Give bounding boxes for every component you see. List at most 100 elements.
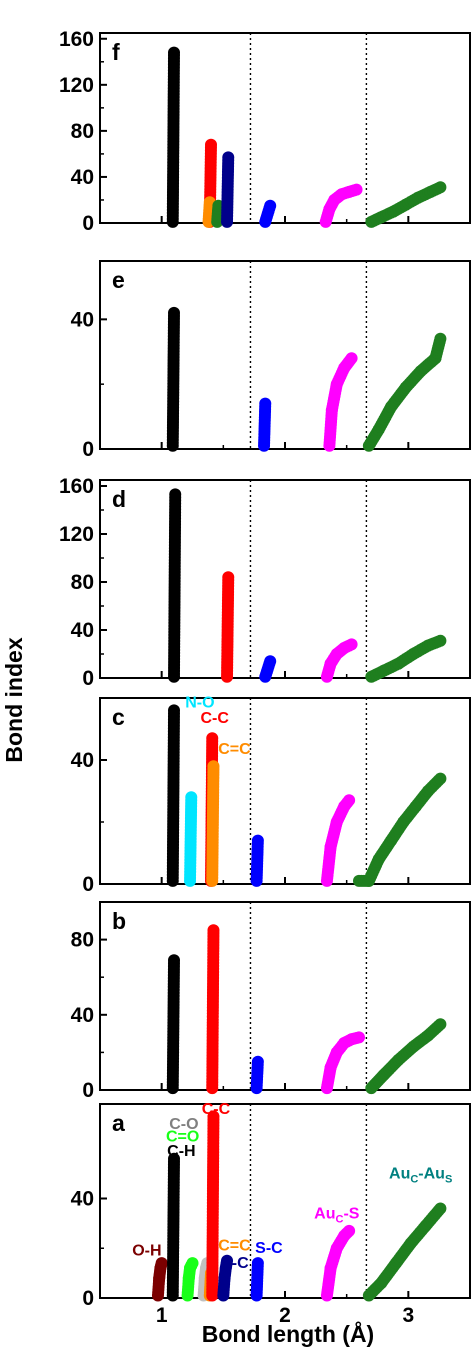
data-point [434,181,447,194]
series-blue [259,655,277,683]
y-tick-label: 80 [71,120,94,143]
panel-letter: a [112,1110,125,1136]
data-point [251,1055,264,1068]
y-tick-label: 0 [82,873,94,896]
series-blue [250,1257,264,1302]
data-point [264,655,277,668]
panel-f: 0 40 80 120 160 f [59,28,471,235]
series-blue [258,397,272,452]
x-tick-label: 3 [402,1304,414,1327]
x-tick-label: 1 [156,1304,168,1327]
data-point [264,199,277,212]
series-blue [259,199,277,228]
data-point [207,924,220,937]
data-point [434,772,447,785]
panel-letter: f [112,39,120,65]
series-lime [181,1257,199,1302]
data-point [434,634,447,647]
data-point [222,571,235,584]
data-point [212,199,225,212]
data-point [222,151,235,164]
panel-frame [99,260,471,450]
y-tick-label: 40 [71,308,94,331]
series-brown [151,1257,168,1302]
y-axis-title: Bond index [1,637,27,762]
data-point [168,46,180,59]
annotation-label: C=C [218,1238,251,1255]
panel-c: 0 40 c N-OC-C C=C [71,694,471,896]
series-navy [221,151,235,228]
series-red [206,1110,220,1302]
series-cyan [184,791,198,887]
series-green [365,181,447,228]
data-point [186,1257,199,1270]
series-magenta [320,794,356,887]
y-tick-label: 160 [59,28,94,51]
data-point [434,332,447,345]
data-point [343,1224,356,1237]
annotation-label: C-C [200,710,229,727]
series-green [365,634,447,683]
annotation-label: AuC-AuS [389,1166,452,1186]
annotation-label: C-O [169,1116,198,1133]
panel-a: 040aO-HC-OC=OC-HC-CC=CC-CS-CAuC-SAuC-AuS… [71,1101,471,1327]
data-point [345,352,358,365]
data-point [434,1018,447,1031]
series-magenta [320,1224,356,1302]
panel-frame [99,901,471,1091]
panel-letter: d [112,486,126,512]
series-black [166,704,180,887]
data-point [168,1152,180,1165]
data-point [155,1257,168,1270]
data-point [434,1202,447,1215]
data-point [251,1257,264,1270]
annotation-label: C-C [220,1255,249,1272]
y-tick-label: 0 [82,438,94,461]
panel-letter: c [112,704,125,730]
panel-frame [99,697,471,885]
y-tick-label: 40 [71,749,94,772]
data-point [350,183,363,196]
data-point [207,760,220,773]
data-point [205,138,217,151]
y-tick-label: 40 [71,619,94,642]
annotation-label: C=O [166,1128,199,1145]
series-green [365,1018,447,1095]
data-point [343,794,356,807]
series-green [362,332,447,452]
series-blue [250,1055,264,1095]
y-tick-label: 80 [71,929,94,952]
series-magenta [320,638,358,683]
y-tick-label: 40 [71,1188,94,1211]
data-point [345,638,358,651]
series-black [166,1152,180,1302]
series-blue [250,834,264,887]
annotation-label: AuC-S [314,1205,360,1225]
series-green [211,199,225,228]
series-magenta [320,1031,365,1095]
data-point [168,306,180,319]
annotation-label: O-H [132,1243,161,1260]
y-tick-label: 120 [59,523,94,546]
data-point [221,1254,234,1267]
y-tick-label: 120 [59,74,94,97]
series-black [166,46,180,228]
data-point [206,732,219,745]
y-tick-label: 0 [82,212,94,235]
data-point [207,1110,220,1123]
panel-e: 0 40 e [71,260,471,461]
y-tick-label: 0 [82,1079,94,1102]
series-magenta [319,183,363,228]
series-black [166,954,180,1095]
annotation-label: C-C [202,1101,231,1118]
y-tick-label: 160 [59,475,94,498]
data-point [251,834,264,847]
series-green [362,1202,447,1302]
series-black [168,488,182,683]
series-red [221,571,235,683]
series-orange [206,760,220,887]
panel-b: 0 40 80 b [71,901,471,1102]
annotation-label: C=C [218,741,251,758]
